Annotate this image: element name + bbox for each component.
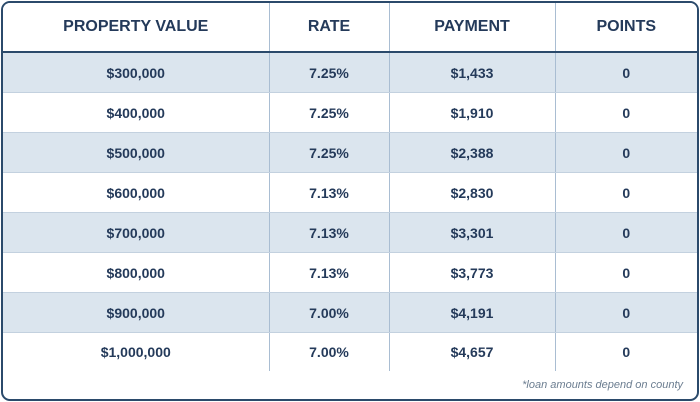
cell-rate: 7.25% bbox=[269, 132, 390, 173]
cell-points: 0 bbox=[622, 344, 631, 360]
table-row: $300,000 7.25% $1,433 0 bbox=[3, 52, 697, 93]
rate-table: PROPERTY VALUE RATE PAYMENT POINTS $300,… bbox=[3, 3, 697, 371]
cell-rate: 7.13% bbox=[269, 212, 390, 253]
cell-payment: $4,191 bbox=[389, 292, 556, 333]
table-row: $500,000 7.25% $2,388 0 bbox=[3, 132, 697, 173]
cell-points: 0 bbox=[555, 292, 697, 333]
cell-payment: $3,301 bbox=[389, 212, 556, 253]
header-property-value: PROPERTY VALUE bbox=[3, 3, 270, 53]
cell-property-value: $400,000 bbox=[3, 92, 270, 133]
header-row: PROPERTY VALUE RATE PAYMENT POINTS bbox=[3, 3, 697, 53]
cell-payment: $4,657 bbox=[389, 332, 556, 371]
cell-points: 0 bbox=[555, 172, 697, 213]
table-row: $400,000 7.25% $1,910 0 bbox=[3, 92, 697, 133]
table-row: $900,000 7.00% $4,191 0 bbox=[3, 292, 697, 333]
header-rate: RATE bbox=[269, 3, 390, 53]
table-row: $700,000 7.13% $3,301 0 bbox=[3, 212, 697, 253]
cell-property-value: $800,000 bbox=[3, 252, 270, 293]
cell-payment: $3,773 bbox=[389, 252, 556, 293]
cell-property-value: $300,000 bbox=[3, 52, 270, 93]
cell-points: 0 bbox=[555, 92, 697, 133]
cell-rate: 7.00% bbox=[269, 332, 390, 371]
cell-points: 0 bbox=[555, 132, 697, 173]
table-row: $1,000,000 7.00% $4,657 0 bbox=[3, 332, 697, 371]
cell-payment: $2,388 bbox=[389, 132, 556, 173]
cell-rate: 7.00% bbox=[269, 292, 390, 333]
cell-points: 0 bbox=[555, 252, 697, 293]
header-payment: PAYMENT bbox=[389, 3, 556, 53]
cell-rate: 7.25% bbox=[269, 92, 390, 133]
cell-payment: $2,830 bbox=[389, 172, 556, 213]
header-points: POINTS bbox=[555, 3, 697, 53]
cell-property-value: $700,000 bbox=[3, 212, 270, 253]
table-row: $600,000 7.13% $2,830 0 bbox=[3, 172, 697, 213]
table-row: $800,000 7.13% $3,773 0 bbox=[3, 252, 697, 293]
cell-payment: $1,910 bbox=[389, 92, 556, 133]
cell-payment: $1,433 bbox=[389, 52, 556, 93]
cell-property-value: $600,000 bbox=[3, 172, 270, 213]
cell-rate: 7.13% bbox=[269, 252, 390, 293]
cell-property-value: $900,000 bbox=[3, 292, 270, 333]
cell-rate: 7.13% bbox=[269, 172, 390, 213]
cell-points: 0 bbox=[555, 212, 697, 253]
cell-rate: 7.25% bbox=[269, 52, 390, 93]
footnote: *loan amounts depend on county bbox=[522, 379, 683, 391]
cell-points: 0 bbox=[555, 52, 697, 93]
cell-property-value: $1,000,000 bbox=[3, 332, 270, 371]
cell-property-value: $500,000 bbox=[3, 132, 270, 173]
